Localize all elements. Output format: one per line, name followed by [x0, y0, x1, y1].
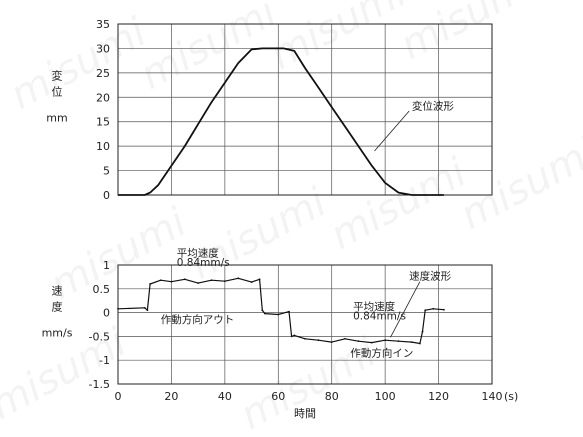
bottom-plot-frame [117, 264, 493, 385]
watermark-text: misumi [233, 330, 384, 437]
y-tick-label: 0 [103, 189, 110, 202]
x-tick-label: 80 [325, 390, 339, 403]
x-tick-label: 20 [164, 390, 178, 403]
series-point [223, 280, 226, 283]
y-tick-label: 20 [96, 91, 110, 104]
series-point [421, 330, 424, 333]
series-point [293, 334, 296, 337]
series-point [264, 312, 266, 315]
annotation-label: 0.84mm/s [177, 257, 230, 269]
y-axis-label-part: mm/s [42, 327, 73, 340]
series-point [424, 309, 427, 312]
y-tick-label: 30 [96, 42, 110, 55]
y-tick-label: -0.5 [89, 330, 110, 343]
y-axis-label-part: 位 [52, 85, 63, 99]
series-point [290, 335, 293, 338]
series-point [410, 341, 413, 344]
series-point [117, 307, 119, 310]
series-point [344, 337, 346, 340]
series-point [288, 310, 290, 313]
velocity-panel: 1 0.5 0 -0.5 -1 -1.5 0 20 40 60 80 100 120 140 速度 mm/… [42, 246, 519, 420]
annotation-leader [390, 281, 421, 338]
series-point [418, 342, 421, 345]
y-tick-label: 0 [103, 307, 110, 320]
top-plot-frame [117, 23, 493, 196]
series-point [317, 339, 320, 342]
bottom-y-axis-label: 速度 mm/s [42, 285, 73, 340]
top-series [118, 47, 444, 196]
x-tick-label: 100 [375, 390, 396, 403]
bottom-annotations: 平均速度0.84mm/s作動方向アウト平均速度0.84mm/s速度波形作動方向イ… [161, 246, 452, 359]
series-point [370, 341, 373, 344]
x-tick-label: 140 [482, 390, 503, 403]
top-y-axis-label: 変位 mm [46, 69, 67, 125]
annotation-label: 作動方向アウト [161, 313, 235, 326]
y-tick-label: 1 [103, 259, 110, 272]
y-tick-label: 25 [96, 67, 110, 80]
y-tick-label: 10 [96, 140, 110, 153]
series-point [237, 277, 240, 280]
annotation-leader [374, 110, 410, 152]
series-point [250, 281, 253, 284]
series-point [330, 341, 333, 344]
bottom-series [117, 277, 445, 345]
watermark-text: misumi [183, 180, 334, 289]
y-tick-label: 5 [103, 165, 110, 178]
series-point [146, 309, 149, 312]
series-point [149, 283, 151, 285]
series-point [143, 306, 146, 309]
y-tick-label: -1.5 [89, 378, 110, 391]
x-axis-label: 時間 [294, 407, 316, 420]
x-tick-label: 120 [428, 390, 449, 403]
watermark-text: misumi [323, 150, 474, 259]
series-point [384, 339, 387, 342]
series-point [170, 280, 173, 283]
watermark-text: misumi [133, 0, 284, 99]
annotation-label: 作動方向イン [350, 346, 413, 359]
annotation-label: 平均速度 [353, 300, 395, 313]
y-axis-label-part: mm [46, 112, 67, 125]
series-point [357, 340, 360, 343]
series-point [183, 278, 186, 281]
watermark-text: misumi [393, 0, 544, 69]
y-tick-label: 0.5 [93, 283, 111, 296]
top-annotations: 変位波形 [374, 100, 454, 152]
series-point [159, 279, 162, 282]
bottom-y-tick-labels: 1 0.5 0 -0.5 -1 -1.5 [89, 259, 110, 391]
series-point [432, 307, 435, 310]
series-point [277, 313, 280, 316]
x-tick-labels: 0 20 40 60 80 100 120 140 [115, 390, 503, 403]
series-point [261, 309, 264, 312]
annotation-label: 0.84mm/s [353, 311, 406, 323]
series-point [197, 282, 200, 284]
y-tick-label: 35 [96, 18, 110, 31]
x-tick-label: 0 [115, 390, 122, 403]
displacement-panel: 0 5 10 15 20 25 30 35 変位 mm 変位波形 [46, 18, 493, 202]
x-tick-label: 60 [271, 390, 285, 403]
y-axis-label-part: 変 [52, 69, 63, 83]
series-line [118, 47, 444, 196]
series-point [304, 337, 306, 340]
series-point [210, 279, 213, 282]
x-tick-label: 40 [218, 390, 232, 403]
annotation-label: 変位波形 [412, 100, 454, 113]
series-point [397, 340, 400, 343]
y-tick-label: -1 [99, 354, 110, 367]
y-axis-label-part: 速 [52, 285, 63, 298]
series-point [258, 278, 261, 281]
top-y-tick-labels: 0 5 10 15 20 25 30 35 [96, 18, 110, 202]
watermark-text: misumi [3, 10, 154, 119]
series-point [443, 308, 445, 311]
annotation-label: 平均速度 [177, 246, 219, 259]
watermark-text: misumi [263, 0, 414, 79]
y-axis-label-part: 度 [52, 300, 63, 314]
annotation-label: 速度波形 [409, 269, 451, 282]
x-axis-unit: (s) [504, 390, 518, 403]
y-tick-label: 15 [96, 116, 110, 129]
